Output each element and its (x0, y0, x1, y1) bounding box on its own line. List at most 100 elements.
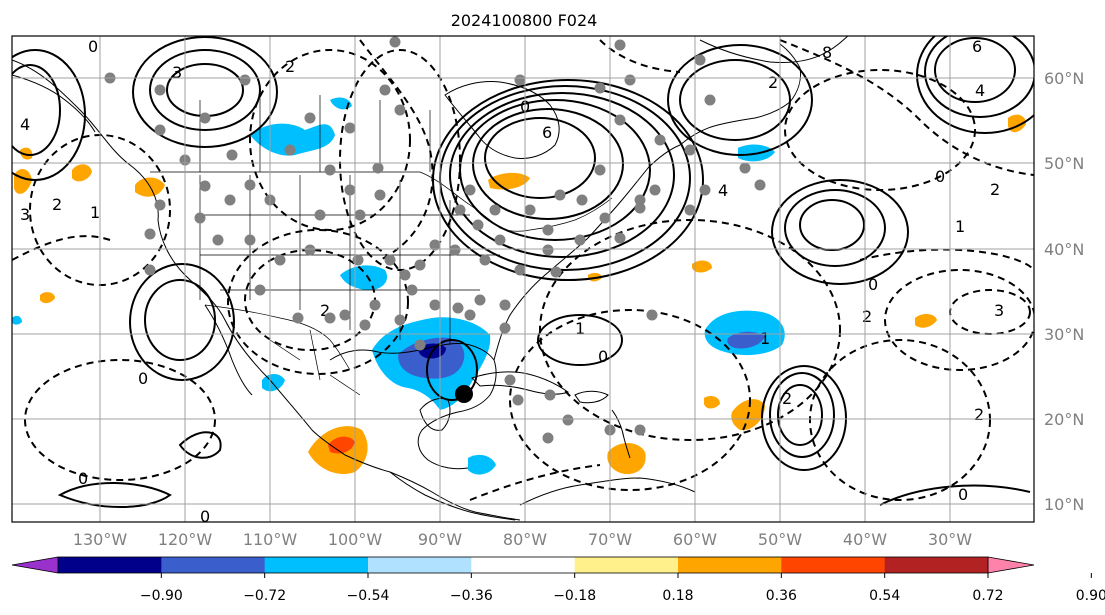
lon-label: 90°W (418, 530, 462, 549)
station-point (512, 394, 524, 406)
colorbar-segment (161, 557, 266, 573)
station-point (554, 189, 566, 201)
station-point (684, 204, 696, 216)
figure-title: 2024100800 F024 (451, 11, 598, 30)
contour-label: 1 (90, 203, 100, 222)
contour-label: 2 (52, 195, 62, 214)
contour-label: 0 (88, 37, 98, 56)
contour-solid (178, 431, 222, 459)
contour-dashed (469, 464, 601, 501)
contour-label: 1 (760, 329, 770, 348)
station-point (474, 294, 486, 306)
shade-orange (704, 396, 720, 409)
coastline-yucatan (419, 397, 451, 431)
station-point (254, 284, 266, 296)
station-point (614, 114, 626, 126)
contour-label: 4 (975, 81, 985, 100)
contour-dashed (859, 248, 1034, 271)
contour-label: 0 (598, 347, 608, 366)
station-point (154, 124, 166, 136)
shade-light-blue (330, 97, 352, 110)
coastline-baja (204, 304, 253, 396)
contour-solid (799, 199, 865, 251)
station-point (594, 164, 606, 176)
lon-label: 30°W (928, 530, 972, 549)
station-point (212, 234, 224, 246)
contour-solid (924, 36, 1034, 118)
station-point (544, 389, 556, 401)
shade-red (328, 436, 355, 454)
colorbar-segment (264, 557, 369, 573)
contour-label: 4 (718, 181, 728, 200)
station-point (154, 84, 166, 96)
coastline-north-america-west (12, 59, 521, 521)
contour-label: 0 (935, 167, 945, 186)
station-point (514, 264, 526, 276)
station-point (499, 322, 511, 334)
contour-label: 6 (972, 37, 982, 56)
station-point (739, 162, 751, 174)
contour-dashed (599, 39, 681, 73)
station-point (634, 202, 646, 214)
station-point (704, 94, 716, 106)
station-point (454, 204, 466, 216)
station-point (594, 82, 606, 94)
contour-solid (784, 189, 886, 267)
contour-solid (879, 484, 1031, 506)
shade-orange (607, 443, 646, 475)
station-point (354, 209, 366, 221)
contour-solid (426, 339, 478, 401)
station-point (226, 149, 238, 161)
station-point (304, 112, 316, 124)
contour-label: 0 (138, 369, 148, 388)
coastline-central-america (389, 471, 516, 521)
colorbar-tick-label: −0.54 (347, 588, 390, 604)
shade-orange (14, 168, 32, 194)
lon-label: 120°W (158, 530, 213, 549)
contour-solid (459, 99, 651, 241)
contour-solid (761, 365, 847, 471)
station-point (634, 194, 646, 206)
station-point (514, 74, 526, 86)
station-point (359, 319, 371, 331)
contour-label: 2 (974, 405, 984, 424)
contour-solid (472, 108, 624, 220)
colorbar-tick-label: −0.72 (243, 588, 286, 604)
station-point (499, 299, 511, 311)
shade-light-blue (468, 454, 496, 475)
station-point (352, 254, 364, 266)
contour-dashed (249, 49, 411, 231)
coastline-alaska (12, 74, 96, 133)
station-point (429, 239, 441, 251)
station-point (464, 184, 476, 196)
station-point (344, 184, 356, 196)
contour-label: 8 (822, 43, 832, 62)
contour-label: 1 (575, 319, 585, 338)
colorbar-tick-label: 0.54 (869, 588, 900, 604)
colorbar-arrow-outline (11, 564, 59, 574)
contour-label: 2 (990, 180, 1000, 199)
border-canada-provinces (199, 90, 431, 172)
lat-label: 10°N (1044, 495, 1084, 514)
station-point (244, 234, 256, 246)
contour-lines (12, 36, 1034, 508)
contour-solid (679, 59, 791, 141)
contour-solid (484, 117, 596, 199)
contour-dashed (779, 39, 1034, 176)
storm-center-marker (455, 385, 473, 403)
station-point (244, 179, 256, 191)
station-point (384, 254, 396, 266)
station-point (624, 74, 636, 86)
station-point (239, 74, 251, 86)
contour-label: 0 (868, 275, 878, 294)
station-point (339, 309, 351, 321)
station-point (292, 312, 304, 324)
station-point (224, 194, 236, 206)
contour-dashed (12, 235, 111, 261)
colorbar-segment (884, 557, 989, 573)
contour-dashed (24, 359, 216, 481)
station-point (479, 254, 491, 266)
station-point (699, 184, 711, 196)
colorbar-tick-label: 0.72 (972, 588, 1003, 604)
station-point (394, 314, 406, 326)
